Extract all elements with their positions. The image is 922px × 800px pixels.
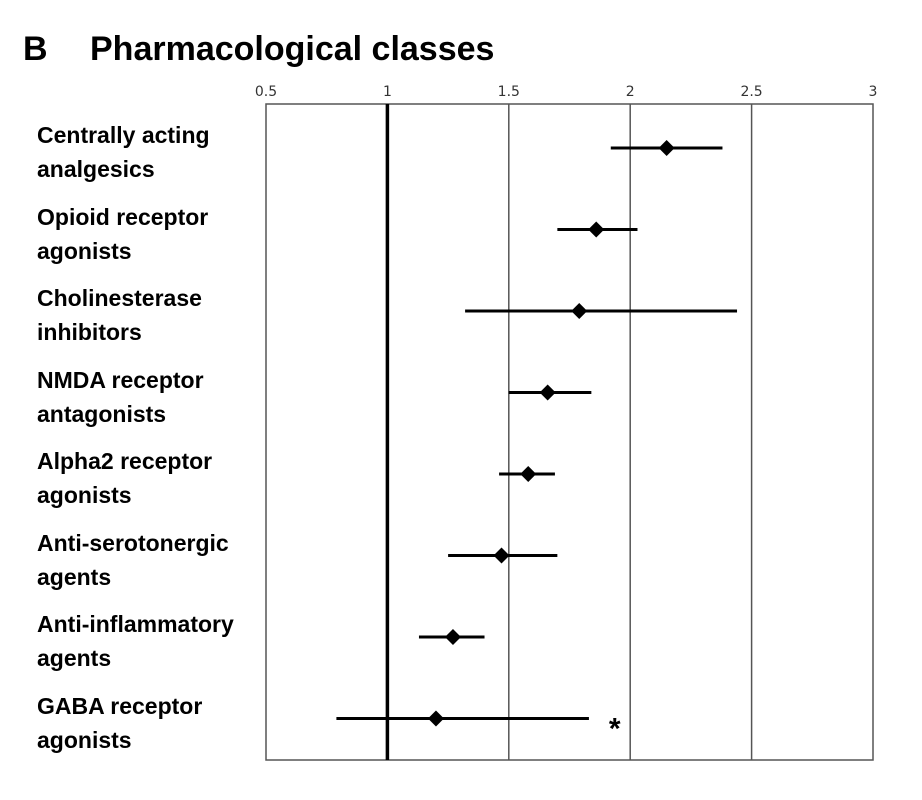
category-label: agonists bbox=[37, 237, 132, 264]
data-points: * bbox=[336, 140, 738, 746]
panel-letter: B bbox=[23, 30, 48, 68]
point-estimate bbox=[493, 547, 510, 564]
category-label: Opioid receptor bbox=[37, 203, 209, 230]
point-estimate bbox=[588, 221, 605, 238]
category-label: agonists bbox=[37, 726, 132, 753]
category-label: Centrally acting bbox=[37, 122, 210, 148]
category-label: Anti-serotonergic bbox=[37, 529, 229, 556]
x-tick-label: 2 bbox=[626, 84, 635, 100]
x-tick-label: 2.5 bbox=[740, 84, 762, 100]
category-label: GABA receptor bbox=[37, 692, 203, 719]
category-label: agents bbox=[37, 645, 112, 671]
x-tick-label: 1.5 bbox=[498, 84, 520, 100]
significance-marker: * bbox=[609, 713, 621, 746]
point-estimate bbox=[520, 466, 537, 482]
point-estimate bbox=[571, 303, 588, 319]
x-axis-ticks: 0.5 1 1.5 2 2.5 3 bbox=[255, 84, 878, 100]
category-label: Anti-inflammatory bbox=[37, 611, 234, 637]
point-estimate bbox=[427, 710, 444, 727]
gridlines bbox=[265, 103, 874, 761]
category-label: antagonists bbox=[37, 400, 167, 427]
x-tick-label: 3 bbox=[869, 84, 878, 100]
category-label: inhibitors bbox=[37, 319, 142, 345]
x-tick-label: 1 bbox=[383, 84, 392, 100]
x-tick-label: 0.5 bbox=[255, 84, 277, 100]
chart-title: Pharmacological classes bbox=[90, 30, 495, 68]
point-estimate bbox=[444, 629, 461, 645]
plot-frame bbox=[265, 103, 874, 761]
category-label: Alpha2 receptor bbox=[37, 448, 213, 474]
point-estimate bbox=[658, 140, 675, 156]
category-label: agents bbox=[37, 563, 112, 590]
category-label: agonists bbox=[37, 482, 132, 508]
category-label: analgesics bbox=[37, 156, 155, 182]
category-label: Cholinesterase bbox=[37, 285, 202, 311]
point-estimate bbox=[539, 384, 556, 401]
category-label: NMDA receptor bbox=[37, 366, 204, 393]
